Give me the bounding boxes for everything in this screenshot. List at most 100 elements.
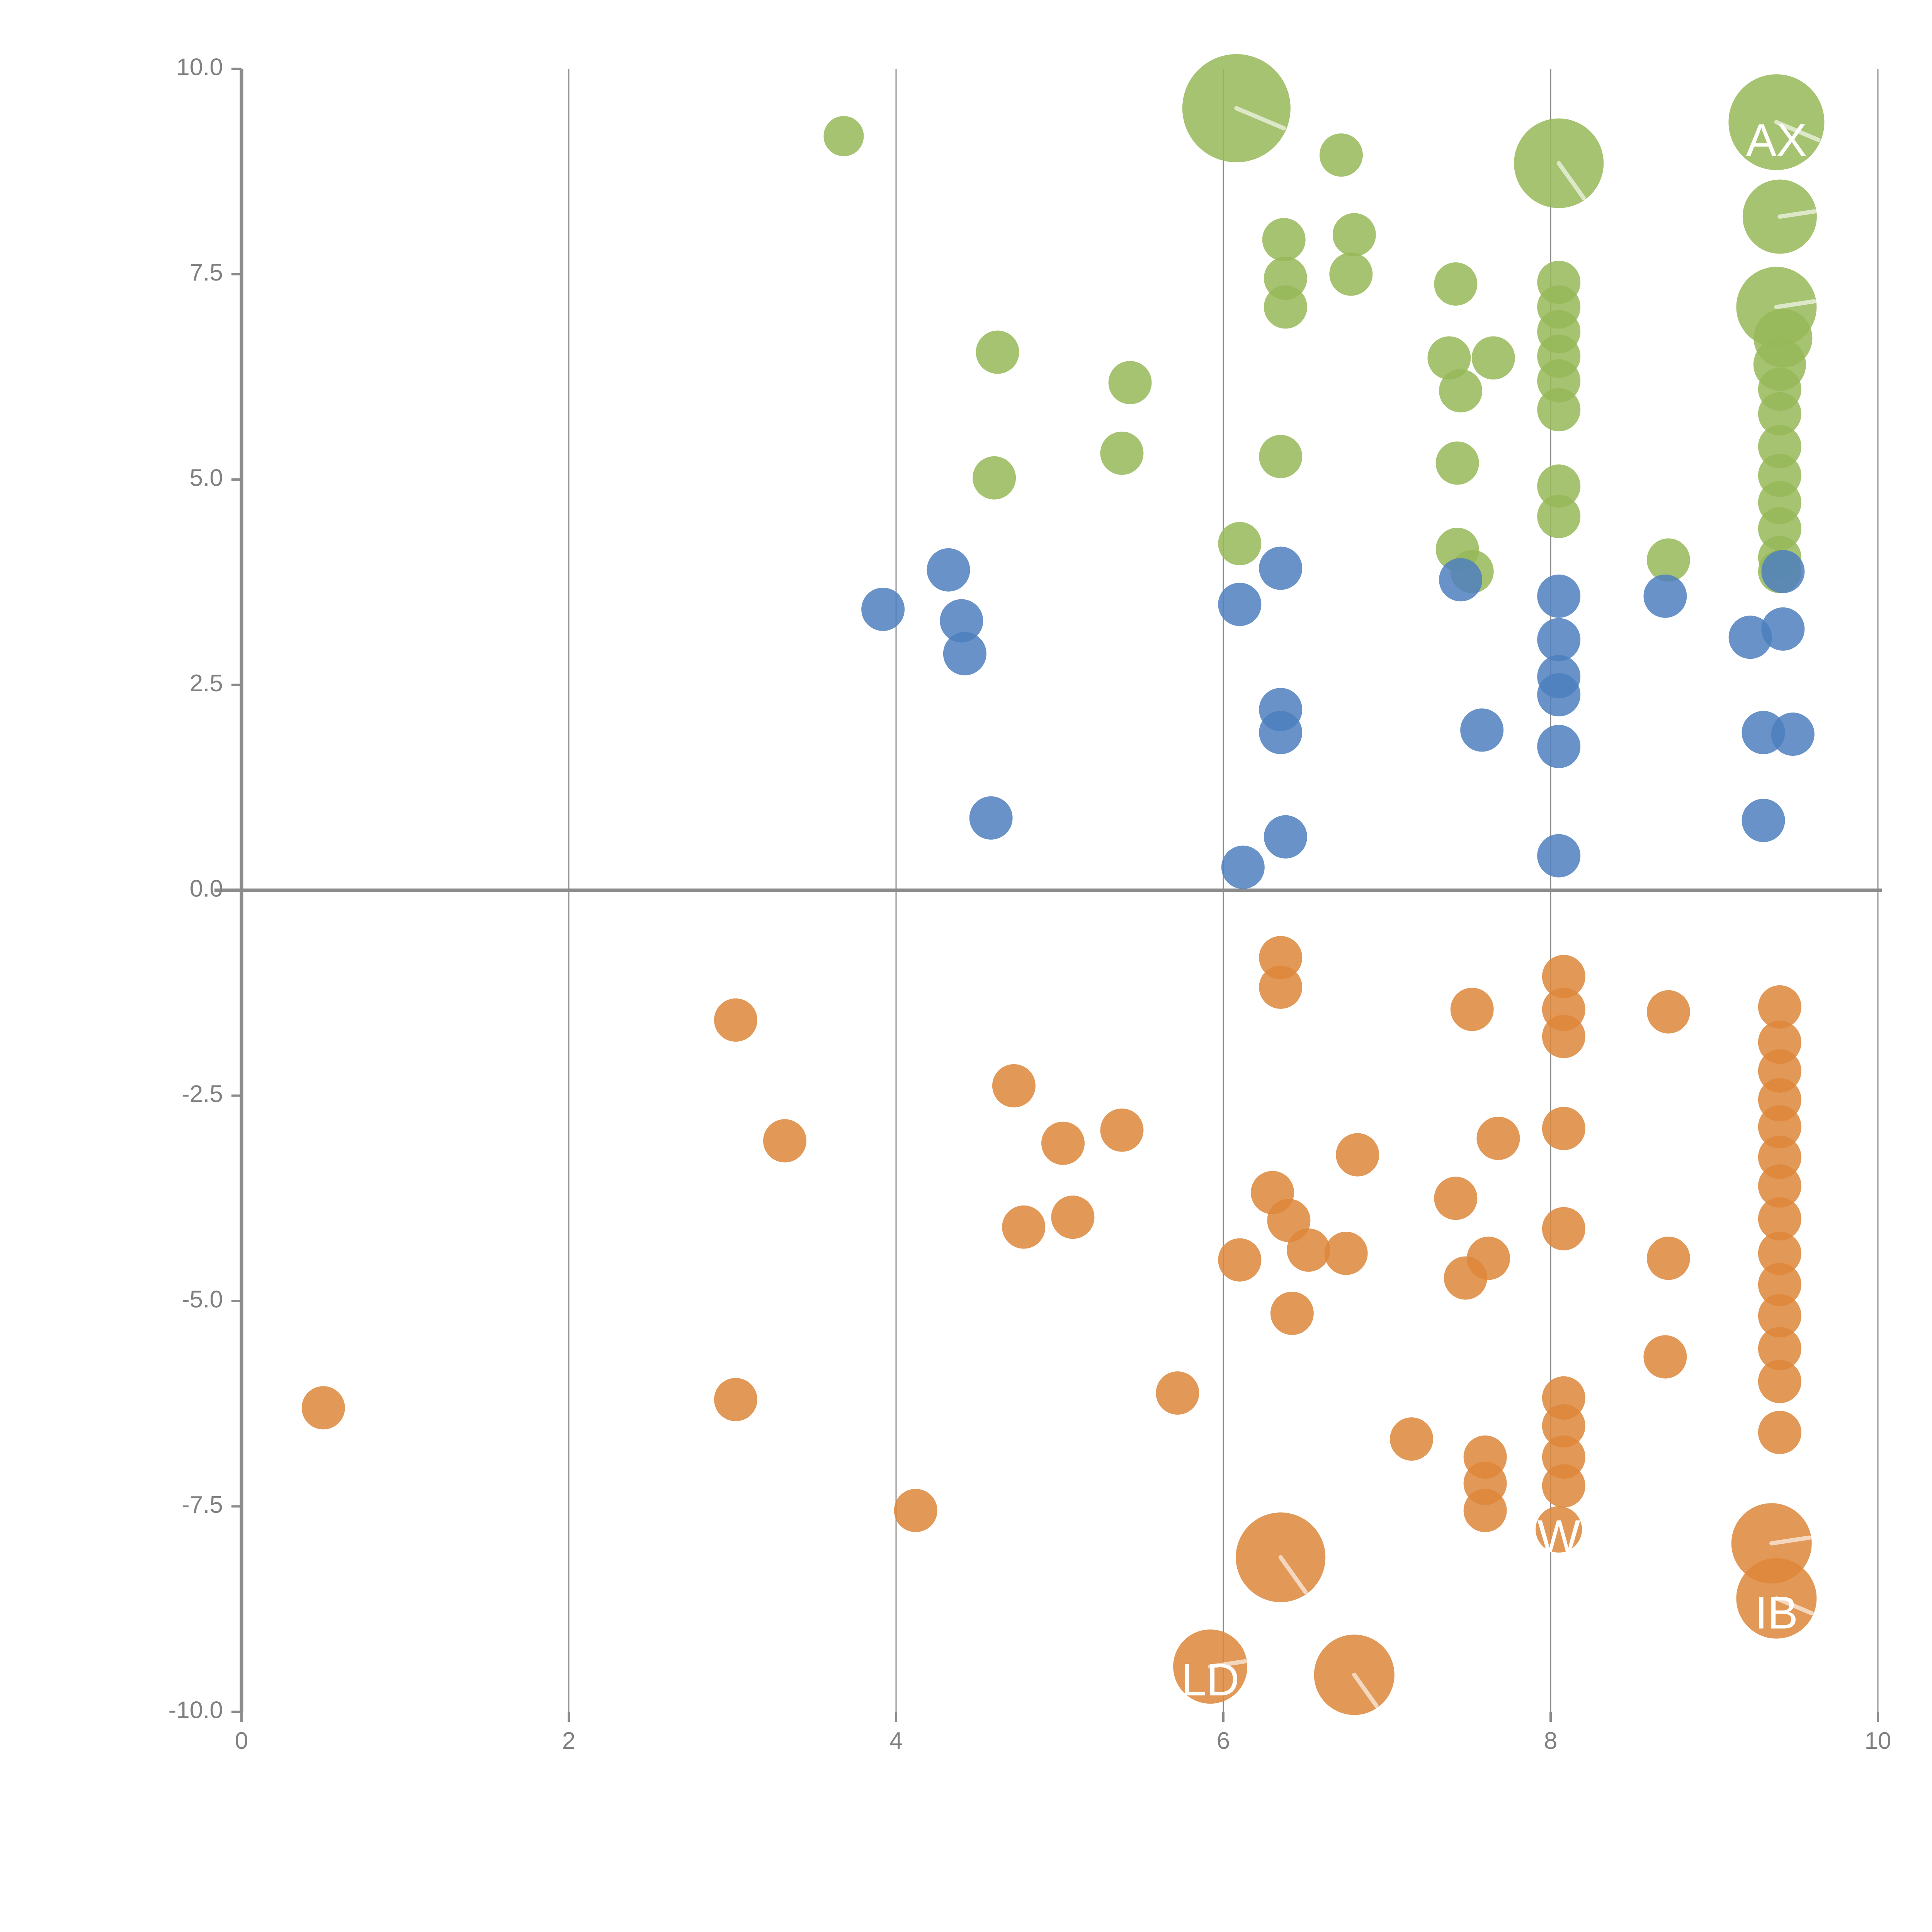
data-point-green-30[interactable]: [1435, 441, 1479, 485]
data-point-green-27[interactable]: [1758, 392, 1801, 435]
data-point-blue-23[interactable]: [1264, 815, 1307, 859]
data-point-orange-34[interactable]: [1758, 1231, 1801, 1275]
data-point-green-22[interactable]: [1439, 369, 1483, 413]
data-point-orange-54[interactable]: [1463, 1489, 1507, 1532]
data-point-orange-43[interactable]: [1156, 1371, 1199, 1415]
data-point-orange-36[interactable]: [1758, 1263, 1801, 1306]
data-point-orange-48[interactable]: [1758, 1411, 1801, 1454]
data-point-green-21[interactable]: [1471, 336, 1515, 380]
data-point-green-11[interactable]: [1434, 262, 1478, 306]
data-point-green-7[interactable]: [1332, 213, 1376, 257]
data-point-green-23[interactable]: [1108, 361, 1152, 405]
x-tick-label-3: 6: [1217, 1728, 1230, 1754]
data-point-blue-2[interactable]: [940, 599, 983, 643]
data-point-orange-29[interactable]: [1218, 1238, 1262, 1282]
data-point-green-34[interactable]: [1537, 464, 1581, 508]
data-point-green-20[interactable]: [1427, 336, 1471, 380]
data-point-blue-1[interactable]: [927, 548, 970, 592]
data-point-green-28[interactable]: [1100, 431, 1144, 475]
y-tick-label-0: 10.0: [176, 54, 223, 80]
data-point-orange-2[interactable]: [1259, 965, 1303, 1009]
leader-line-green-1: [1234, 106, 1286, 131]
data-point-green-6[interactable]: [1262, 218, 1306, 262]
x-tick-label-2: 4: [889, 1728, 903, 1754]
data-point-green-19[interactable]: [976, 330, 1019, 374]
data-points: [301, 54, 1825, 1715]
data-point-orange-47[interactable]: [1542, 1404, 1585, 1448]
data-point-orange-16[interactable]: [1100, 1108, 1144, 1152]
data-point-orange-6[interactable]: [1646, 990, 1690, 1034]
data-point-blue-5[interactable]: [1259, 546, 1303, 590]
data-point-orange-11[interactable]: [992, 1064, 1036, 1107]
data-point-blue-25[interactable]: [1221, 845, 1265, 889]
data-point-orange-37[interactable]: [1270, 1291, 1314, 1335]
data-point-orange-52[interactable]: [1542, 1464, 1585, 1508]
leader-line-orange-60: [1352, 1672, 1379, 1708]
data-point-blue-7[interactable]: [1537, 574, 1581, 618]
data-point-blue-12[interactable]: [1761, 607, 1805, 651]
data-point-orange-38[interactable]: [1758, 1294, 1801, 1338]
data-point-green-33[interactable]: [973, 456, 1016, 500]
data-point-blue-8[interactable]: [1537, 618, 1581, 662]
bubble-label-LD: LD: [1181, 1654, 1240, 1705]
data-point-blue-20[interactable]: [1771, 713, 1815, 756]
data-point-blue-9[interactable]: [1643, 574, 1687, 618]
data-point-orange-33[interactable]: [1646, 1236, 1690, 1280]
data-point-orange-44[interactable]: [1758, 1360, 1801, 1403]
data-point-orange-46[interactable]: [1390, 1417, 1434, 1461]
data-point-orange-27[interactable]: [1542, 1207, 1585, 1250]
data-point-blue-18[interactable]: [1537, 724, 1581, 768]
data-point-green-29[interactable]: [1259, 435, 1303, 478]
data-point-orange-23[interactable]: [1758, 1164, 1801, 1208]
data-point-blue-6[interactable]: [1439, 558, 1483, 602]
data-point-orange-7[interactable]: [1758, 985, 1801, 1029]
data-point-green-9[interactable]: [1329, 252, 1373, 296]
data-point-blue-16[interactable]: [1259, 711, 1303, 754]
data-point-orange-31[interactable]: [1324, 1231, 1368, 1275]
data-point-blue-10[interactable]: [1728, 616, 1772, 659]
data-point-orange-35[interactable]: [1444, 1256, 1487, 1300]
data-point-blue-3[interactable]: [943, 632, 986, 675]
data-point-green-38[interactable]: [1218, 522, 1262, 565]
data-point-green-2[interactable]: [1319, 133, 1363, 177]
data-point-orange-17[interactable]: [1041, 1121, 1085, 1165]
data-point-blue-24[interactable]: [1537, 834, 1581, 878]
data-point-orange-30[interactable]: [1287, 1228, 1330, 1272]
data-point-orange-19[interactable]: [1336, 1133, 1379, 1177]
data-point-orange-15[interactable]: [763, 1119, 807, 1163]
y-tick-label-8: -10.0: [168, 1697, 223, 1723]
data-point-orange-18[interactable]: [1476, 1117, 1520, 1160]
data-point-orange-39[interactable]: [1643, 1335, 1687, 1379]
data-point-orange-41[interactable]: [301, 1386, 345, 1430]
data-point-orange-13[interactable]: [1542, 1107, 1585, 1150]
data-point-orange-40[interactable]: [1758, 1327, 1801, 1371]
data-point-green-40[interactable]: [1646, 538, 1690, 582]
data-point-orange-55[interactable]: [1536, 1506, 1582, 1553]
data-point-orange-5[interactable]: [1450, 988, 1494, 1031]
data-point-orange-26[interactable]: [1051, 1196, 1095, 1239]
data-point-blue-11[interactable]: [1761, 550, 1805, 594]
data-point-blue-22[interactable]: [1742, 799, 1785, 842]
data-point-orange-8[interactable]: [714, 998, 757, 1042]
data-point-green-10[interactable]: [1264, 285, 1307, 329]
data-point-orange-4[interactable]: [1542, 1015, 1585, 1058]
data-point-green-0[interactable]: [823, 116, 864, 156]
bubble-label-AX: AX: [1746, 115, 1807, 166]
data-point-blue-4[interactable]: [1218, 583, 1262, 626]
data-point-orange-1[interactable]: [1259, 936, 1303, 980]
data-point-orange-53[interactable]: [894, 1489, 937, 1532]
data-point-blue-14[interactable]: [1537, 673, 1581, 717]
data-point-orange-28[interactable]: [1758, 1197, 1801, 1241]
data-point-blue-17[interactable]: [1460, 708, 1504, 752]
data-point-orange-42[interactable]: [714, 1378, 757, 1422]
point-labels: AX W IB LD: [1181, 106, 1821, 1708]
data-point-orange-25[interactable]: [1002, 1205, 1046, 1249]
leader-line-green-14: [1774, 299, 1816, 310]
data-point-blue-21[interactable]: [969, 796, 1013, 840]
data-point-green-36[interactable]: [1537, 495, 1581, 538]
data-point-orange-14[interactable]: [1758, 1105, 1801, 1149]
data-point-orange-0[interactable]: [1542, 955, 1585, 998]
data-point-green-26[interactable]: [1537, 388, 1581, 432]
data-point-blue-0[interactable]: [861, 587, 905, 631]
data-point-orange-22[interactable]: [1434, 1177, 1478, 1220]
